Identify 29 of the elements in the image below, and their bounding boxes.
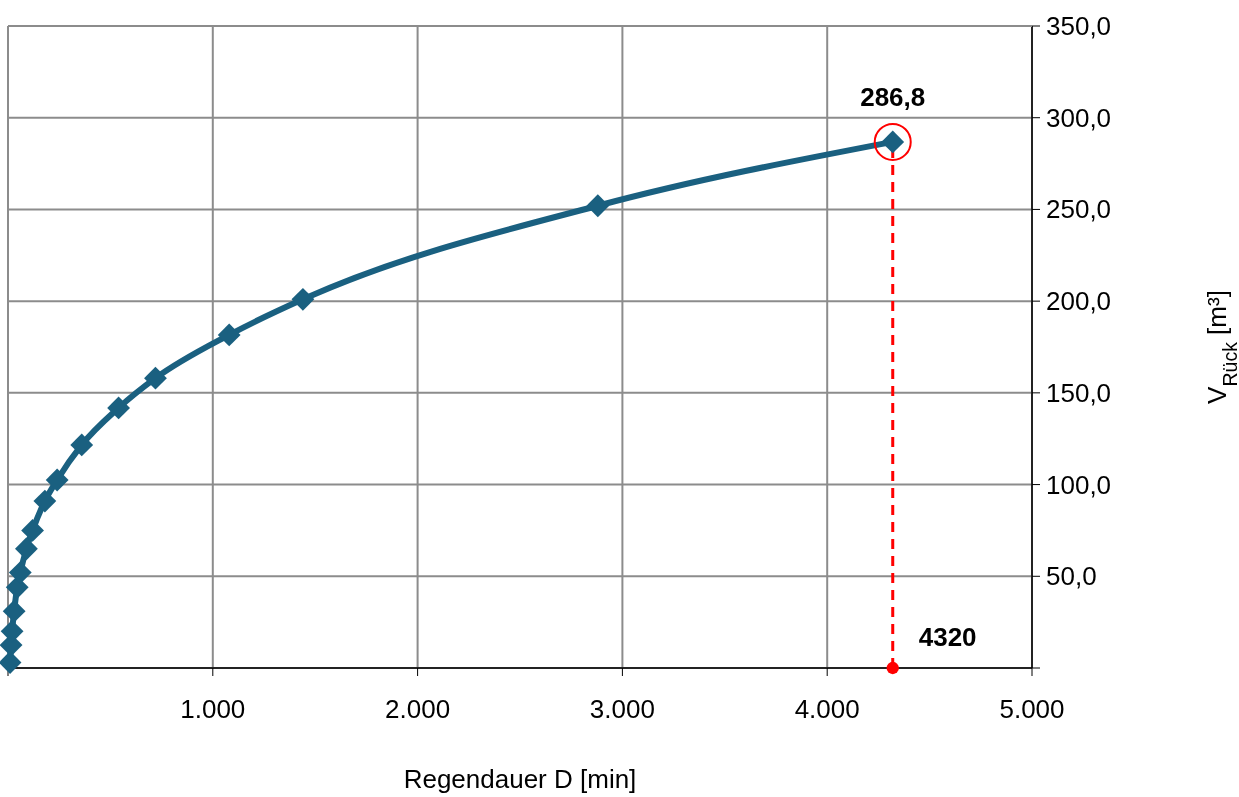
annotation: 286,8 bbox=[860, 81, 926, 112]
x-tick-label: 3.000 bbox=[589, 694, 655, 724]
annotation: 4320 bbox=[918, 622, 977, 652]
point bbox=[291, 287, 315, 311]
point bbox=[2, 599, 26, 623]
y-tick-label: 100,0 bbox=[1046, 469, 1112, 500]
y-tick-label: 50,0 bbox=[1046, 561, 1097, 592]
point bbox=[886, 661, 899, 675]
y-tick-label: 300,0 bbox=[1046, 102, 1112, 133]
point bbox=[8, 561, 32, 585]
point bbox=[0, 651, 22, 674]
x-tick-label: 1.000 bbox=[180, 694, 246, 724]
y-tick-label: 200,0 bbox=[1046, 286, 1112, 317]
point bbox=[144, 366, 167, 390]
y-tick-label: 150,0 bbox=[1046, 377, 1112, 408]
point bbox=[107, 396, 130, 420]
y-tick-label: 250,0 bbox=[1046, 194, 1112, 225]
point bbox=[21, 519, 44, 542]
x-tick-label: 5.000 bbox=[999, 694, 1065, 724]
point bbox=[217, 323, 241, 347]
x-tick-label: 4.000 bbox=[794, 694, 860, 724]
point bbox=[586, 194, 610, 218]
point bbox=[33, 489, 57, 513]
x-tick-label: 2.000 bbox=[385, 694, 451, 724]
y-tick-label: 350,0 bbox=[1046, 11, 1112, 41]
point bbox=[15, 537, 38, 561]
point bbox=[70, 433, 94, 457]
point bbox=[45, 468, 69, 492]
x-axis-title: Regendauer D [min] bbox=[403, 764, 637, 794]
